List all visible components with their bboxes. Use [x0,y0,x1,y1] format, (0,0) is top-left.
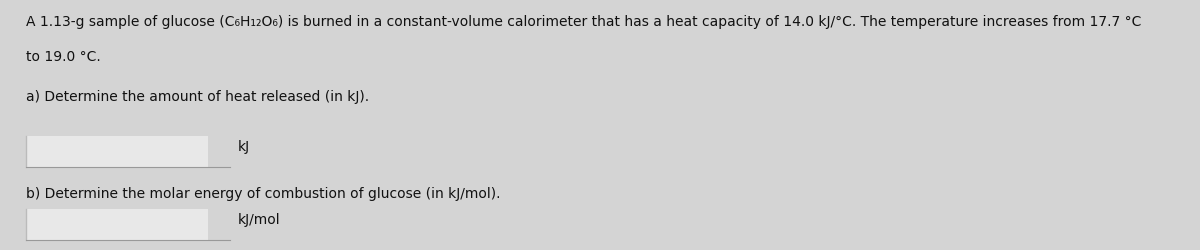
Text: b) Determine the molar energy of combustion of glucose (in kJ/mol).: b) Determine the molar energy of combust… [26,186,500,200]
Bar [26,210,209,240]
Text: kJ/mol: kJ/mol [238,212,281,226]
Text: to 19.0 °C.: to 19.0 °C. [26,50,101,64]
Bar [26,137,209,167]
Text: a) Determine the amount of heat released (in kJ).: a) Determine the amount of heat released… [26,90,370,104]
Text: A 1.13-g sample of glucose (C₆H₁₂O₆) is burned in a constant-volume calorimeter : A 1.13-g sample of glucose (C₆H₁₂O₆) is … [26,14,1141,28]
Text: kJ: kJ [238,139,250,153]
